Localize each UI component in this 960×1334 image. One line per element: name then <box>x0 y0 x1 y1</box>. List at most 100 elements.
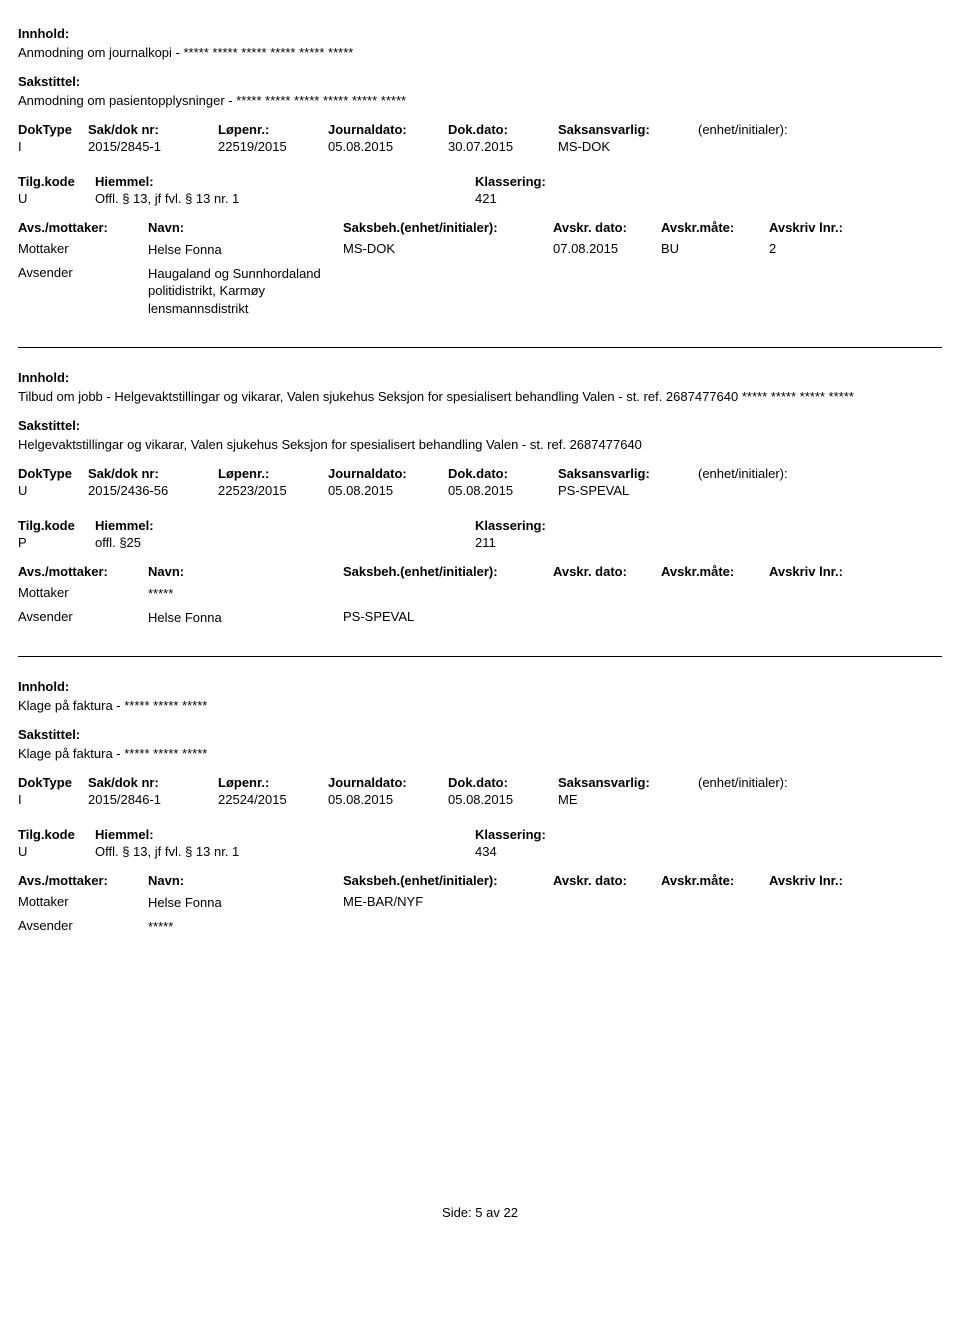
innhold-label: Innhold: <box>18 370 942 385</box>
journaldato-header: Journaldato: <box>328 122 448 137</box>
party-avskrmate: BU <box>661 241 769 259</box>
hjemmel-value: offl. §25 <box>95 535 475 550</box>
dokdato-header: Dok.dato: <box>448 122 558 137</box>
sakstittel-label: Sakstittel: <box>18 418 942 433</box>
party-role: Mottaker <box>18 894 148 912</box>
saknr-value: 2015/2846-1 <box>88 792 218 807</box>
innhold-value: Anmodning om journalkopi - ***** ***** *… <box>18 45 942 60</box>
party-saksbeh: MS-DOK <box>343 241 553 259</box>
hjemmel-value: Offl. § 13, jf fvl. § 13 nr. 1 <box>95 191 475 206</box>
journaldato-value: 05.08.2015 <box>328 139 448 154</box>
saksansvarlig-header: Saksansvarlig: <box>558 466 698 481</box>
party-avskrmate <box>661 265 769 318</box>
klassering-header: Klassering: <box>475 174 942 189</box>
party-avskrdato <box>553 265 661 318</box>
journal-record: Innhold: Anmodning om journalkopi - ****… <box>18 26 942 348</box>
journaldato-value: 05.08.2015 <box>328 483 448 498</box>
klassering-value: 421 <box>475 191 942 206</box>
doktype-header: DokType <box>18 775 88 790</box>
doktype-header: DokType <box>18 466 88 481</box>
navn-header: Navn: <box>148 220 343 235</box>
party-navn: Helse Fonna <box>148 894 343 912</box>
dokdato-value: 05.08.2015 <box>448 483 558 498</box>
party-navn: Helse Fonna <box>148 609 343 627</box>
klassering-header: Klassering: <box>475 827 942 842</box>
enhet-header: (enhet/initialer): <box>698 122 942 137</box>
party-navn: Haugaland og Sunnhordaland politidistrik… <box>148 265 343 318</box>
party-role: Avsender <box>18 918 148 936</box>
journaldato-header: Journaldato: <box>328 775 448 790</box>
saknr-header: Sak/dok nr: <box>88 466 218 481</box>
party-role: Avsender <box>18 265 148 318</box>
saksbeh-header: Saksbeh.(enhet/initialer): <box>343 220 553 235</box>
party-row: Mottaker Helse Fonna MS-DOK 07.08.2015 B… <box>18 241 942 259</box>
party-avskrdato <box>553 894 661 912</box>
party-role: Mottaker <box>18 241 148 259</box>
tilgkode-value: U <box>18 844 95 859</box>
party-saksbeh: PS-SPEVAL <box>343 609 553 627</box>
sakstittel-label: Sakstittel: <box>18 727 942 742</box>
sakstittel-value: Helgevaktstillingar og vikarar, Valen sj… <box>18 437 942 452</box>
saksbeh-header: Saksbeh.(enhet/initialer): <box>343 564 553 579</box>
party-avskrlnr: 2 <box>769 241 859 259</box>
innhold-value: Klage på faktura - ***** ***** ***** <box>18 698 942 713</box>
tilgkode-header: Tilg.kode <box>18 174 95 189</box>
party-navn: ***** <box>148 918 343 936</box>
dokdato-value: 05.08.2015 <box>448 792 558 807</box>
doktype-value: U <box>18 483 88 498</box>
avskrmate-header: Avskr.måte: <box>661 873 769 888</box>
enhet-header: (enhet/initialer): <box>698 775 942 790</box>
tilgkode-header: Tilg.kode <box>18 518 95 533</box>
party-avskrlnr <box>769 918 859 936</box>
party-avskrdato <box>553 609 661 627</box>
doktype-value: I <box>18 139 88 154</box>
avskrdato-header: Avskr. dato: <box>553 564 661 579</box>
lopenr-header: Løpenr.: <box>218 466 328 481</box>
party-saksbeh <box>343 265 553 318</box>
avskrmate-header: Avskr.måte: <box>661 564 769 579</box>
sakstittel-value: Klage på faktura - ***** ***** ***** <box>18 746 942 761</box>
saknr-value: 2015/2845-1 <box>88 139 218 154</box>
page-footer: Side: 5 av 22 <box>18 1205 942 1220</box>
party-row: Avsender Helse Fonna PS-SPEVAL <box>18 609 942 627</box>
innhold-value: Tilbud om jobb - Helgevaktstillingar og … <box>18 389 942 404</box>
lopenr-header: Løpenr.: <box>218 775 328 790</box>
tilgkode-header: Tilg.kode <box>18 827 95 842</box>
navn-header: Navn: <box>148 564 343 579</box>
party-saksbeh: ME-BAR/NYF <box>343 894 553 912</box>
doktype-value: I <box>18 792 88 807</box>
journaldato-header: Journaldato: <box>328 466 448 481</box>
party-role: Mottaker <box>18 585 148 603</box>
saksansvarlig-header: Saksansvarlig: <box>558 122 698 137</box>
lopenr-header: Løpenr.: <box>218 122 328 137</box>
innhold-label: Innhold: <box>18 679 942 694</box>
party-avskrlnr <box>769 585 859 603</box>
party-row: Mottaker ***** <box>18 585 942 603</box>
hjemmel-header: Hiemmel: <box>95 174 475 189</box>
avskrdato-header: Avskr. dato: <box>553 220 661 235</box>
journaldato-value: 05.08.2015 <box>328 792 448 807</box>
journal-record: Innhold: Tilbud om jobb - Helgevaktstill… <box>18 370 942 657</box>
klassering-value: 434 <box>475 844 942 859</box>
party-saksbeh <box>343 585 553 603</box>
party-avskrdato <box>553 585 661 603</box>
avsmottaker-header: Avs./mottaker: <box>18 220 148 235</box>
party-avskrmate <box>661 894 769 912</box>
saksansvarlig-value: ME <box>558 792 698 807</box>
party-role: Avsender <box>18 609 148 627</box>
dokdato-header: Dok.dato: <box>448 466 558 481</box>
hjemmel-header: Hiemmel: <box>95 518 475 533</box>
dokdato-header: Dok.dato: <box>448 775 558 790</box>
tilgkode-value: P <box>18 535 95 550</box>
avskrdato-header: Avskr. dato: <box>553 873 661 888</box>
lopenr-value: 22524/2015 <box>218 792 328 807</box>
innhold-label: Innhold: <box>18 26 942 41</box>
party-avskrlnr <box>769 265 859 318</box>
dokdato-value: 30.07.2015 <box>448 139 558 154</box>
party-avskrmate <box>661 609 769 627</box>
enhet-header: (enhet/initialer): <box>698 466 942 481</box>
party-row: Mottaker Helse Fonna ME-BAR/NYF <box>18 894 942 912</box>
klassering-value: 211 <box>475 535 942 550</box>
saknr-header: Sak/dok nr: <box>88 775 218 790</box>
party-navn: ***** <box>148 585 343 603</box>
